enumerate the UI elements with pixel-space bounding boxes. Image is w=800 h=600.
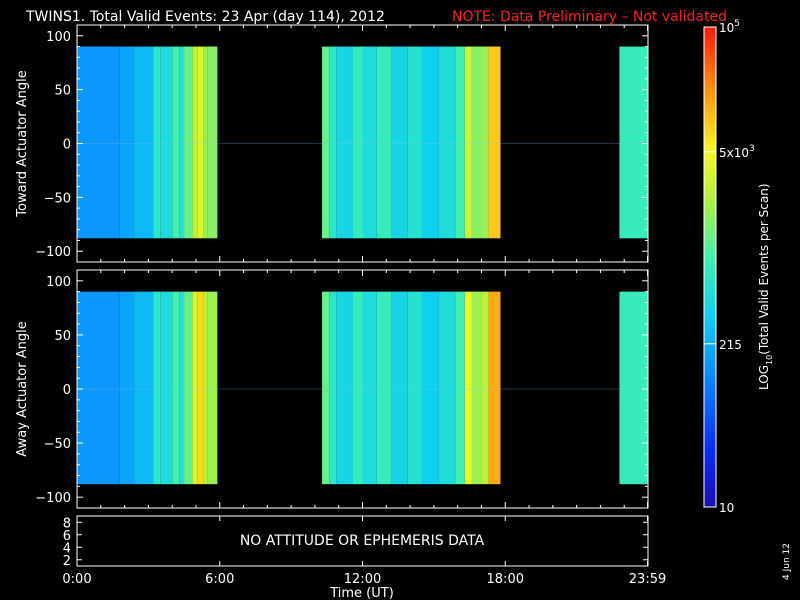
heatmap-band [438,291,456,485]
heatmap-band [153,46,161,239]
y-tick-label: −50 [44,437,71,452]
heatmap-band [207,46,218,239]
colorbar-tick-label: 215 [719,338,742,352]
heatmap-band [179,46,185,239]
footer-date: 4 Jun 12 [782,543,792,580]
preliminary-note: NOTE: Data Preliminary – Not validated [452,9,727,25]
heatmap-band [184,291,193,485]
y-axis-label: Away Actuator Angle [15,321,30,456]
heatmap-band [376,46,392,239]
ephemeris-y-tick-label: 4 [63,541,71,556]
heatmap-band [438,46,456,239]
heatmap-band [207,291,218,485]
heatmap-band [192,291,198,485]
toward-angle-panel: 100 50 0 −50 −100 Toward Actuator Angle [15,24,649,263]
y-tick-label: 100 [46,30,71,45]
heatmap-band [455,291,465,485]
colorbar-tick-label: 105 [719,19,740,35]
y-tick-label: −100 [35,491,71,506]
heatmap-band [407,291,422,485]
x-tick-label: 0:00 [62,572,91,587]
heatmap-band [336,46,353,239]
x-tick-label: 6:00 [205,572,234,587]
ephemeris-y-tick-label: 8 [63,516,71,531]
heatmap-band [481,46,489,239]
heatmap-band [119,46,135,239]
heatmap-band [172,291,180,485]
heatmap-band [471,291,482,485]
heatmap-band [192,46,198,239]
y-tick-label: 0 [63,138,71,153]
heatmap-band [376,291,392,485]
colorbar-label: LOG10(Total Valid Events per Scan) [757,183,774,390]
heatmap-band [172,46,180,239]
x-tick-label: 12:00 [344,572,381,587]
heatmap-band [455,46,465,239]
heatmap-band [134,46,154,239]
y-tick-label: −50 [44,191,71,206]
x-tick-label: 23:59 [629,572,666,587]
heatmap-band [421,46,439,239]
heatmap-band [197,291,204,485]
figure-title: TWINS1. Total Valid Events: 23 Apr (day … [25,9,385,25]
heatmap-band [481,291,489,485]
colorbar-tick-label: 10 [719,501,734,515]
y-tick-label: 50 [54,84,71,99]
heatmap-band [619,291,648,485]
heatmap-band [153,291,161,485]
heatmap-band [203,291,208,485]
heatmap-band [619,46,648,239]
heatmap-band [203,46,208,239]
heatmap-band [197,46,204,239]
heatmap-band [134,291,154,485]
heatmap-band [77,46,120,239]
x-axis-label: Time (UT) [329,586,394,600]
heatmap-band [179,291,185,485]
heatmap-band [407,46,422,239]
heatmap-band [119,291,135,485]
heatmap-band [336,291,353,485]
heatmap-band [160,46,173,239]
heatmap-band [391,291,408,485]
heatmap-band [488,46,501,239]
y-tick-label: 100 [46,275,71,290]
y-axis-label: Toward Actuator Angle [15,70,30,217]
y-tick-label: 50 [54,329,71,344]
colorbar: 105 5x103 215 10 LOG10(Total Valid Events p… [703,19,774,515]
ephemeris-y-tick-label: 6 [63,529,71,544]
heatmap-band [464,46,472,239]
heatmap-band [362,46,377,239]
heatmap-band [322,46,330,239]
ephemeris-message: NO ATTITUDE OR EPHEMERIS DATA [240,533,485,549]
heatmap-band [464,291,472,485]
colorbar-gradient [703,26,717,508]
colorbar-tick-label: 5x103 [719,144,755,160]
y-tick-label: −100 [35,245,71,260]
heatmap-band [77,291,120,485]
heatmap-band [322,291,330,485]
heatmap-band [488,291,501,485]
heatmap-band [160,291,173,485]
time-axis: 0:00 6:00 12:00 18:00 23:59 [62,572,666,587]
heatmap-band [362,291,377,485]
heatmap-band [184,46,193,239]
heatmap-band [352,291,363,485]
heatmap-band [421,291,439,485]
heatmap-band [391,46,408,239]
away-angle-panel: 100 50 0 −50 −100 Away Actuator Angle [15,269,649,509]
x-tick-label: 18:00 [487,572,524,587]
y-tick-label: 0 [63,383,71,398]
heatmap-band [329,46,337,239]
ephemeris-y-tick-label: 2 [63,554,71,569]
heatmap-band [329,291,337,485]
heatmap-band [471,46,482,239]
heatmap-band [352,46,363,239]
